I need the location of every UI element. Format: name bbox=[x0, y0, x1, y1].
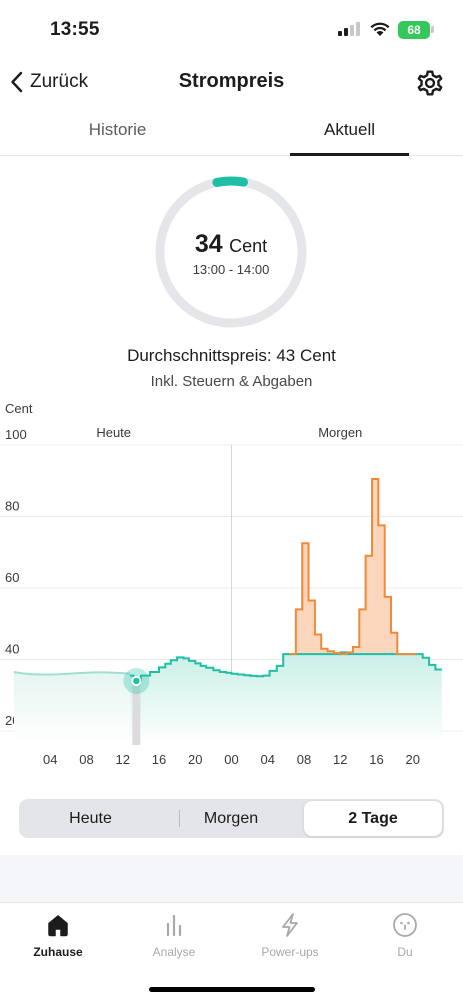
x-tick-label: 04 bbox=[261, 752, 275, 767]
tabbar-analyse[interactable]: Analyse bbox=[124, 911, 224, 965]
battery-nub bbox=[431, 26, 434, 33]
tabbar-power-ups[interactable]: Power-ups bbox=[240, 911, 340, 965]
current-price: 34 Cent bbox=[155, 230, 307, 259]
tabbar-label: Zuhause bbox=[33, 945, 83, 959]
range-segmented-control: Heute Morgen 2 Tage bbox=[19, 799, 444, 838]
x-tick-label: 20 bbox=[188, 752, 202, 767]
y-axis-unit-label: Cent bbox=[5, 401, 33, 416]
settings-button[interactable] bbox=[413, 66, 447, 100]
future-price-area bbox=[130, 652, 442, 745]
content-bottom-band bbox=[0, 855, 463, 902]
home-icon bbox=[48, 915, 68, 937]
y-tick-label: 80 bbox=[5, 499, 19, 514]
x-tick-label: 04 bbox=[43, 752, 57, 767]
back-label: Zurück bbox=[30, 71, 89, 92]
chevron-left-icon bbox=[11, 71, 23, 93]
segment-2-tage[interactable]: 2 Tage bbox=[304, 801, 442, 836]
past-price-area bbox=[14, 672, 130, 745]
day-label: Morgen bbox=[318, 425, 362, 440]
tab-historie[interactable]: Historie bbox=[88, 120, 147, 139]
current-point bbox=[133, 677, 140, 685]
tabbar-du[interactable]: Du bbox=[355, 911, 455, 965]
segment-heute[interactable]: Heute bbox=[69, 809, 112, 827]
x-tick-label: 08 bbox=[79, 752, 93, 767]
price-gauge bbox=[155, 176, 307, 328]
battery-icon: 68 bbox=[398, 21, 430, 39]
tabbar-zuhause[interactable]: Zuhause bbox=[8, 911, 108, 965]
tabbar-label: Power-ups bbox=[261, 945, 319, 959]
bar-chart-icon bbox=[166, 914, 182, 937]
x-tick-label: 00 bbox=[224, 752, 238, 767]
current-price-unit: Cent bbox=[229, 236, 268, 256]
x-tick-label: 16 bbox=[369, 752, 383, 767]
tab-aktuell[interactable]: Aktuell bbox=[323, 120, 376, 139]
page-title: Strompreis bbox=[178, 70, 285, 92]
x-tick-label: 20 bbox=[406, 752, 420, 767]
average-price: Durchschnittspreis: 43 Cent bbox=[127, 346, 336, 365]
tabbar-label: Du bbox=[397, 945, 413, 959]
segment-morgen[interactable]: Morgen bbox=[203, 809, 259, 827]
current-hour-band bbox=[132, 680, 141, 745]
tabbar-label: Analyse bbox=[152, 945, 196, 959]
tab-bar-top: Historie Aktuell bbox=[0, 112, 463, 156]
day-label: Heute bbox=[96, 425, 131, 440]
bottom-tab-bar: Zuhause Analyse Power-ups Du bbox=[0, 902, 463, 1000]
y-tick-label: 40 bbox=[5, 642, 19, 657]
peak-price-area bbox=[289, 479, 417, 655]
x-tick-label: 16 bbox=[152, 752, 166, 767]
x-tick-label: 12 bbox=[333, 752, 347, 767]
current-price-value: 34 bbox=[194, 230, 223, 258]
current-time-range: 13:00 - 14:00 bbox=[192, 262, 270, 277]
wifi-icon bbox=[370, 22, 390, 36]
y-tick-label: 60 bbox=[5, 570, 19, 585]
gauge-progress-arc bbox=[212, 176, 248, 187]
lightning-icon bbox=[282, 913, 298, 937]
y-tick-label: 100 bbox=[5, 427, 27, 442]
x-tick-label: 12 bbox=[116, 752, 130, 767]
cellular-signal-icon bbox=[338, 22, 362, 36]
gear-icon bbox=[417, 70, 443, 96]
past-price-line bbox=[13, 671, 131, 676]
home-indicator bbox=[149, 987, 315, 992]
future-price-line bbox=[130, 651, 442, 682]
status-bar: 13:55 68 bbox=[0, 0, 463, 56]
average-price-note: Inkl. Steuern & Abgaben bbox=[150, 373, 313, 390]
price-chart[interactable]: Cent 20 40 60 80 100 Heute Morgen 04 08 12 16 20 00 04… bbox=[0, 395, 463, 775]
profile-icon bbox=[393, 913, 417, 937]
segment-divider bbox=[179, 810, 180, 827]
peak-price-line bbox=[289, 478, 417, 656]
navigation-bar: Zurück Strompreis bbox=[0, 56, 463, 112]
back-button[interactable]: Zurück bbox=[10, 66, 88, 98]
active-tab-indicator bbox=[290, 153, 409, 156]
status-time: 13:55 bbox=[50, 19, 100, 40]
x-tick-label: 08 bbox=[297, 752, 311, 767]
battery-level: 68 bbox=[407, 23, 421, 37]
